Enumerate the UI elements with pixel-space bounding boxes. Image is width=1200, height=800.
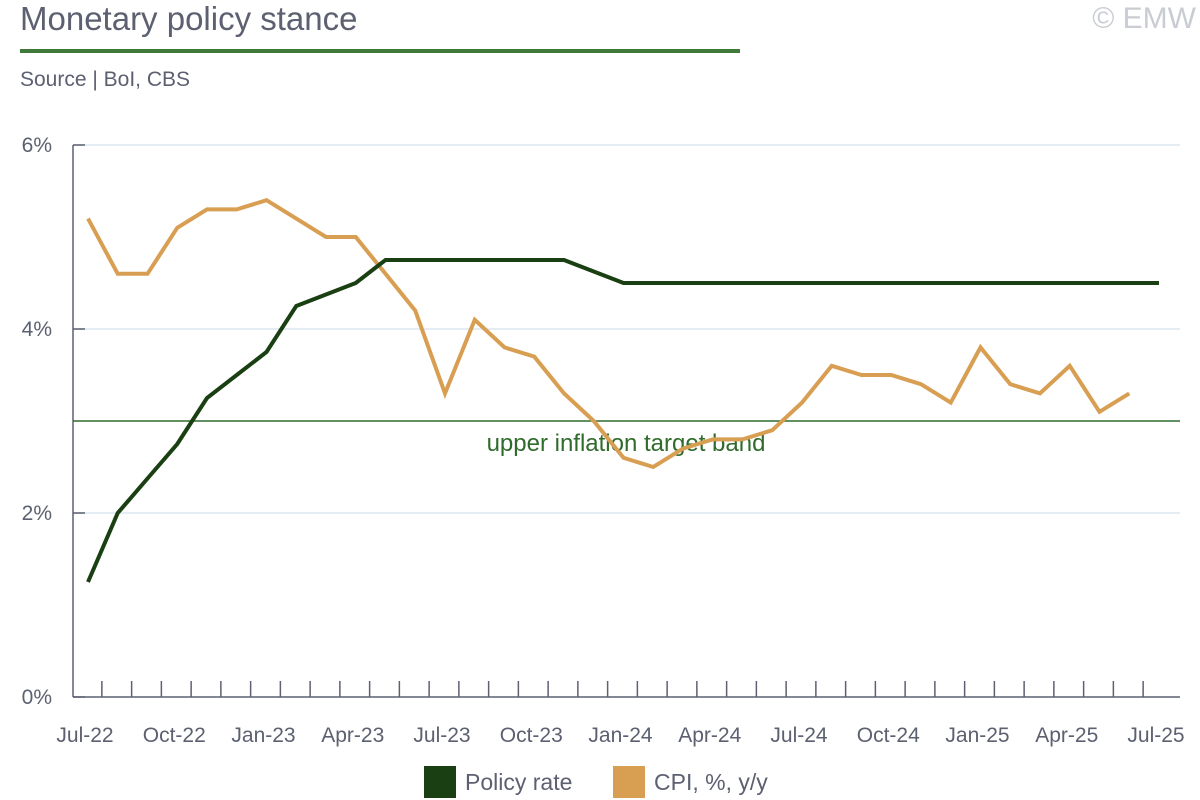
- chart-title: Monetary policy stance: [20, 0, 358, 37]
- x-tick-label-Oct-23: Oct-23: [500, 724, 563, 747]
- x-tick-label-Jul-24: Jul-24: [770, 724, 828, 747]
- legend-item-cpi: CPI, %, y/y: [613, 766, 768, 798]
- policy-rate-swatch: [424, 766, 456, 798]
- y-tick-label-4: 4%: [22, 318, 52, 341]
- cpi-line: [86, 198, 1131, 470]
- x-tick-label-Jul-23: Jul-23: [413, 724, 470, 747]
- tick-labels: 0% 2% 4% 6% Jul-22 Oct-22 Jan-23 Apr-23 Jul-23 Oc…: [22, 134, 1185, 747]
- legend-label-cpi: CPI, %, y/y: [654, 768, 768, 795]
- x-tick-label-Jan-25: Jan-25: [945, 724, 1009, 747]
- target-band-layer: upper inflation target band: [73, 420, 1180, 457]
- x-tick-label-Apr-24: Apr-24: [678, 724, 741, 747]
- y-tick-label-2: 2%: [22, 502, 52, 525]
- y-tick-label-0: 0%: [22, 686, 52, 709]
- source-note: Source | BoI, CBS: [20, 68, 191, 91]
- series-layer: [86, 198, 1159, 583]
- cpi-swatch: [613, 766, 645, 798]
- x-tick-label-Oct-24: Oct-24: [857, 724, 920, 747]
- x-tick-label-Oct-22: Oct-22: [143, 724, 206, 747]
- x-tick-label-Jul-22: Jul-22: [56, 724, 113, 747]
- x-tick-label-Jan-23: Jan-23: [231, 724, 295, 747]
- policy-rate-line: [86, 258, 1159, 583]
- line-chart: upper inflation target band 0% 2% 4% 6% Jul-…: [22, 134, 1185, 747]
- legend: Policy rate CPI, %, y/y: [0, 764, 1200, 800]
- x-tick-label-Apr-23: Apr-23: [321, 724, 384, 747]
- target-band-label: upper inflation target band: [487, 430, 766, 457]
- x-tick-label-Jan-24: Jan-24: [588, 724, 653, 747]
- copyright-notice: © EMW: [1092, 2, 1196, 35]
- x-tick-label-Jul-25: Jul-25: [1127, 724, 1184, 747]
- grid-lines: [73, 144, 1180, 514]
- y-tick-label-6: 6%: [22, 134, 52, 157]
- title-underline: [20, 49, 740, 53]
- x-tick-label-Apr-25: Apr-25: [1035, 724, 1098, 747]
- legend-item-policy-rate: Policy rate: [424, 766, 572, 798]
- legend-label-policy-rate: Policy rate: [465, 768, 573, 795]
